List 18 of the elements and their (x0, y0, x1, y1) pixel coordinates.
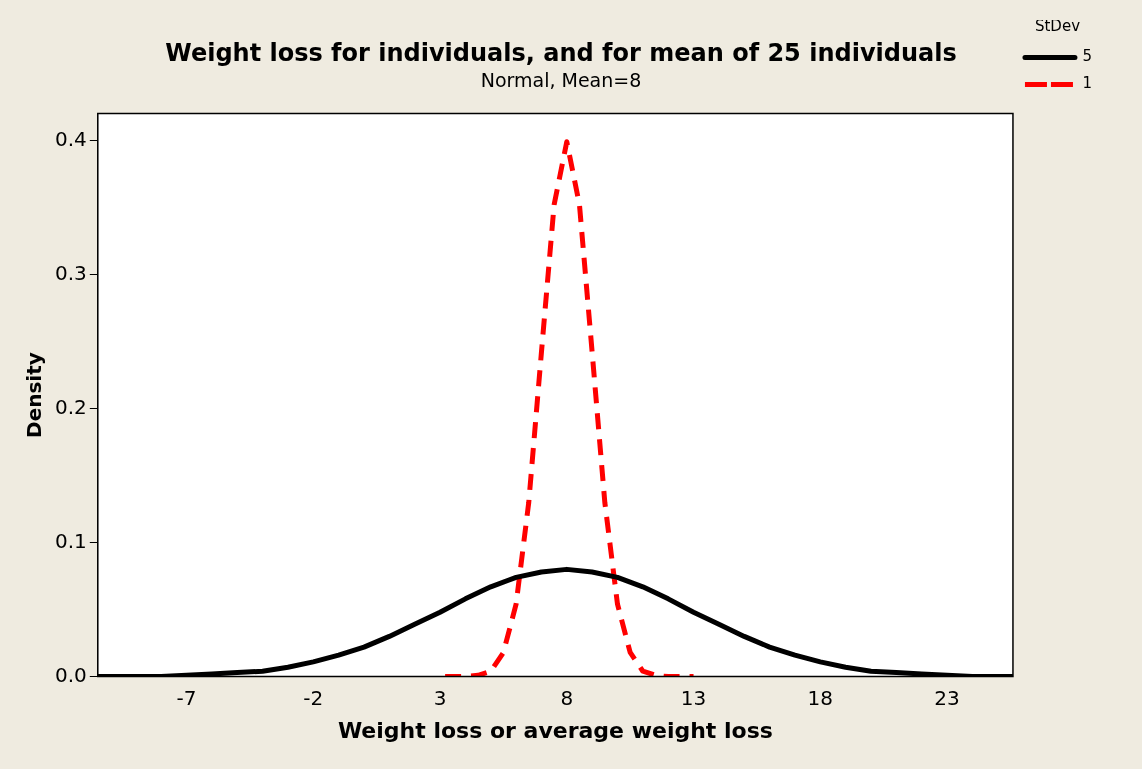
x-tick-label: -2 (303, 685, 324, 710)
x-tick-label: -7 (176, 685, 197, 710)
y-tick-label: 0.0 (54, 662, 87, 687)
x-tick-label: 3 (433, 685, 447, 710)
y-tick-label: 0.2 (54, 394, 87, 419)
x-axis-title: Weight loss or average weight loss (337, 717, 773, 743)
x-tick-label: 18 (807, 685, 834, 710)
legend-label: 5 (1082, 47, 1092, 66)
y-axis-title: Density (22, 352, 47, 438)
x-tick-label: 13 (680, 685, 707, 710)
x-tick-label: 23 (934, 685, 960, 710)
y-tick-label: 0.3 (54, 260, 87, 285)
chart-subtitle: Normal, Mean=8 (480, 69, 642, 92)
x-tick-label: 8 (560, 685, 574, 710)
chart-title: Weight loss for individuals, and for mean of 25 individuals (165, 38, 957, 67)
y-tick-label: 0.4 (54, 126, 87, 151)
legend-label: 1 (1082, 74, 1092, 93)
y-tick-label: 0.1 (54, 528, 87, 553)
